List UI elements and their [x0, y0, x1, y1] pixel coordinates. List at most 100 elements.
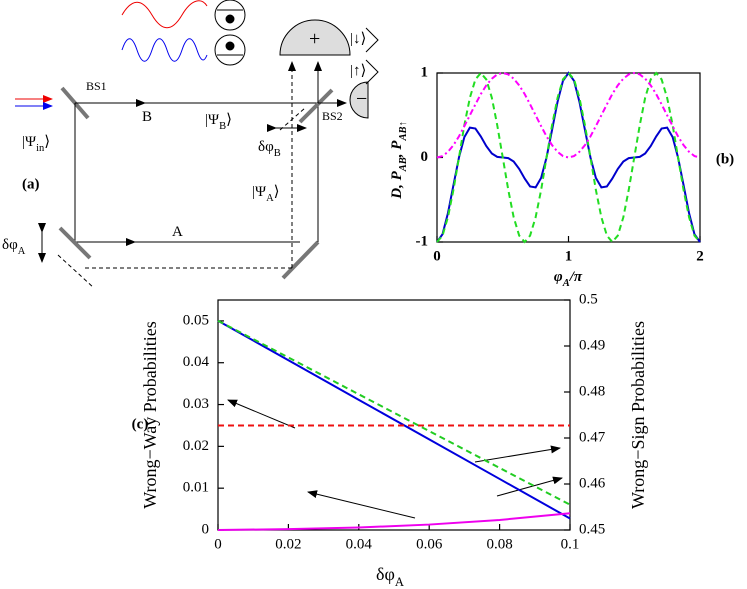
blue-wave — [121, 38, 208, 62]
y-tick-label: 1 — [421, 64, 429, 80]
mirror — [58, 226, 92, 260]
x-axis-label: φA/π — [554, 269, 583, 288]
subscript: A — [562, 278, 570, 289]
label: A — [172, 224, 183, 240]
y2-tick-label: 0.45 — [579, 521, 605, 537]
plot-frame — [436, 72, 701, 243]
text-part: + — [309, 28, 320, 50]
text-part: |Ψ — [22, 134, 37, 150]
text-part: D, P — [389, 170, 405, 199]
subscript: A — [395, 575, 404, 589]
y2-axis-label: Wrong−Sign Probabilities — [628, 321, 648, 509]
bs2 — [298, 88, 334, 124]
arrow — [227, 399, 296, 429]
y-tick-label: 0.05 — [183, 312, 209, 328]
series-line — [217, 319, 571, 506]
label: |ΨA⟩ — [252, 184, 280, 203]
y-tick-label: 0 — [202, 521, 210, 537]
series-line — [436, 71, 701, 243]
label: δφA — [2, 237, 26, 256]
y-tick-label: -1 — [416, 233, 429, 249]
arrow — [496, 476, 563, 497]
y-axis-label: Wrong−Way Probabilities — [140, 321, 160, 508]
panel-label: (a) — [22, 176, 40, 192]
text-part: , P — [389, 140, 405, 159]
x-axis-label: δφA — [376, 564, 404, 589]
series-line — [217, 319, 571, 520]
chart: 0 0.02 0.04 0.06 0.08 0.1 0 0.01 0.02 0.03 0.04 0.0… — [132, 291, 648, 588]
subscript: in — [36, 143, 45, 154]
subscript: AB — [398, 157, 409, 172]
text-part: ⟩ — [226, 112, 232, 128]
particle-icon — [214, 0, 246, 31]
x-tick-label: 0.08 — [486, 536, 512, 552]
plot-frame — [217, 299, 571, 531]
y2-tick-label: 0.47 — [579, 429, 606, 445]
y-tick-label: 0.02 — [183, 438, 209, 454]
text-part: |Ψ — [252, 184, 267, 200]
y-tick-label: 0 — [421, 149, 429, 165]
label: BS1 — [86, 79, 107, 93]
text-part: δφ — [258, 139, 274, 155]
panel-label: (b) — [716, 151, 734, 167]
subscript: A — [18, 246, 26, 257]
subscript: AB↑ — [398, 121, 409, 141]
text-part: B — [142, 109, 152, 125]
text-part: |Ψ — [205, 112, 220, 128]
label: |↓⟩ — [350, 31, 366, 47]
x-tick-label: 0 — [214, 536, 222, 552]
x-tick-label: 2 — [696, 248, 704, 264]
text-part: δφ — [2, 237, 18, 253]
panel-label: (c) — [132, 416, 149, 432]
text-part: φ — [554, 269, 563, 285]
red-wave — [121, 0, 208, 29]
arrow — [307, 490, 416, 519]
y2-tick-label: 0.46 — [579, 475, 606, 491]
mirror — [281, 240, 320, 280]
x-tick-label: 1 — [565, 248, 573, 264]
text-part: ⟩ — [274, 184, 280, 200]
text-part: A — [172, 224, 183, 240]
icon-dot — [225, 41, 235, 51]
text-part: /π — [569, 269, 583, 285]
series-line — [436, 71, 701, 159]
y2-tick-label: 0.49 — [579, 337, 605, 353]
x-tick-label: 0.1 — [561, 536, 580, 552]
text-part: δφ — [376, 564, 395, 584]
y-axis-label: D, PAB, PAB↑ — [389, 121, 408, 199]
mirror-shifted — [57, 254, 95, 289]
arrow — [474, 445, 561, 463]
y2-tick-label: 0.48 — [579, 383, 605, 399]
text-part: Wrong−Way Probabilities — [140, 321, 160, 508]
subscript: A — [266, 193, 274, 204]
ket-bracket — [365, 27, 379, 85]
label: |↑⟩ — [350, 63, 366, 79]
x-tick-label: 0.06 — [416, 536, 443, 552]
particle-icon — [214, 34, 246, 66]
series-line — [217, 512, 571, 531]
icon-dot — [225, 14, 235, 24]
bs2-shifted — [279, 107, 306, 131]
label: B — [142, 109, 152, 125]
subscript: B — [219, 121, 226, 132]
annotation-arrows — [227, 399, 563, 519]
text-part: |↑⟩ — [350, 63, 366, 79]
interferometer — [15, 0, 379, 289]
subscript: B — [274, 148, 281, 159]
y2-tick-label: 0.5 — [579, 291, 598, 307]
y-tick-label: 0.04 — [183, 354, 210, 370]
displaced-path — [57, 61, 306, 289]
text-part: BS1 — [86, 79, 107, 93]
label: − — [356, 88, 367, 110]
text-part: − — [356, 88, 367, 110]
y-tick-label: 0.01 — [183, 480, 209, 496]
detector-minus — [349, 81, 369, 119]
text-part: |↓⟩ — [350, 31, 366, 47]
text-part: BS2 — [322, 109, 343, 123]
series-line — [436, 71, 701, 244]
text-part: ⟩ — [44, 134, 50, 150]
label: + — [309, 28, 320, 50]
label: |ΨB⟩ — [205, 112, 232, 131]
